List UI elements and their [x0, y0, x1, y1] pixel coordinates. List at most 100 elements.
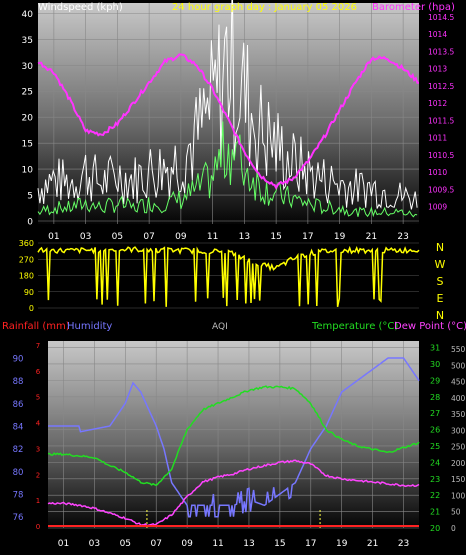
x-tick-label: 13	[243, 539, 254, 549]
direction-tick-label: 270	[19, 255, 34, 264]
compass-label: N	[436, 309, 444, 322]
temp-plot-background	[48, 341, 419, 528]
wind-plot-marks	[37, 0, 419, 218]
rain-tick-label: 4	[36, 420, 41, 428]
aqi-tick-label: 300	[451, 426, 466, 435]
dewpoint-series-line	[47, 459, 420, 527]
baro-tick-label: 1010.5	[428, 151, 454, 160]
x-tick-label: 17	[302, 232, 313, 242]
x-tick-label: 01	[58, 539, 69, 549]
x-tick-label: 07	[143, 232, 154, 242]
temp-tick-label: 27	[430, 409, 440, 418]
x-tick-label: 23	[397, 232, 408, 242]
rain-tick-label: 3	[36, 445, 40, 453]
legend-aqi: AQI	[212, 322, 228, 332]
x-tick-label: 15	[270, 232, 281, 242]
aqi-tick-label: 500	[451, 361, 466, 370]
direction-series-line	[37, 245, 420, 307]
baro-tick-label: 1011.5	[428, 116, 454, 125]
wind-tick-label: 30	[22, 62, 34, 72]
baro-tick-label: 1014	[428, 30, 447, 39]
x-tick-label: 03	[89, 539, 100, 549]
temp-tick-label: 29	[430, 376, 440, 385]
graph-title: 24 hour graph day : January 05 2026	[172, 2, 357, 13]
aqi-tick-label: 50	[451, 508, 461, 517]
temp-tick-label: 26	[430, 426, 440, 435]
temp-tick-label: 21	[430, 508, 440, 517]
humidity-series-line	[48, 357, 420, 518]
aqi-tick-label: 0	[451, 524, 456, 533]
x-tick-label: 11	[207, 232, 218, 242]
aqi-tick-label: 400	[451, 394, 466, 403]
baro-tick-label: 1009.5	[428, 185, 454, 194]
humidity-tick-label: 90	[13, 355, 24, 365]
x-tick-label: 07	[150, 539, 161, 549]
direction-plot-marks	[37, 245, 420, 307]
baro-tick-label: 1012.5	[428, 82, 454, 91]
temperature-series-line	[47, 385, 420, 487]
baro-tick-label: 1009	[428, 203, 447, 212]
temp-tick-label: 20	[430, 524, 440, 533]
direction-tick-label: 180	[19, 272, 34, 281]
rain-tick-label: 1	[36, 497, 40, 505]
legend-humidity: Humidity	[67, 321, 112, 332]
x-tick-label: 13	[239, 232, 250, 242]
temp-plot-ticks: 7678808284868890012345672021222324252627…	[13, 342, 466, 549]
x-tick-label: 05	[112, 232, 123, 242]
compass-label: N	[436, 241, 444, 254]
direction-tick-label: 360	[19, 239, 34, 248]
temp-tick-label: 22	[430, 491, 440, 500]
baro-tick-label: 1010	[428, 168, 447, 177]
aqi-tick-label: 200	[451, 459, 466, 468]
wind-plot-ticks: 051015202530354010091009.510101010.51011…	[22, 10, 455, 242]
rain-tick-label: 2	[36, 471, 40, 479]
humidity-tick-label: 88	[13, 377, 24, 387]
temp-tick-label: 25	[430, 442, 440, 451]
wind-tick-label: 0	[27, 218, 33, 228]
humidity-tick-label: 78	[13, 491, 24, 501]
direction-tick-label: 0	[29, 304, 34, 313]
x-tick-label: 09	[181, 539, 193, 549]
wind-tick-label: 20	[22, 114, 34, 124]
wind-tick-label: 25	[22, 88, 33, 98]
humidity-tick-label: 80	[13, 468, 24, 478]
rain-tick-label: 7	[36, 342, 40, 350]
temp-tick-label: 23	[430, 475, 440, 484]
x-tick-label: 15	[274, 539, 285, 549]
baro-tick-label: 1014.5	[428, 13, 454, 22]
x-tick-label: 19	[336, 539, 348, 549]
aqi-tick-label: 350	[451, 410, 466, 419]
wind-tick-label: 15	[22, 140, 33, 150]
avg-series-line	[37, 121, 418, 218]
x-tick-label: 11	[212, 539, 223, 549]
aqi-tick-label: 550	[451, 345, 466, 354]
temp-tick-label: 31	[430, 344, 440, 353]
x-tick-label: 01	[48, 232, 59, 242]
baro-tick-label: 1011	[428, 134, 447, 143]
barometer-label: Barometer (hpa)	[372, 2, 455, 13]
compass-label: S	[437, 275, 444, 288]
barometer-series-line	[37, 53, 419, 190]
aqi-tick-label: 450	[451, 378, 466, 387]
x-tick-label: 21	[366, 232, 377, 242]
wind-tick-label: 40	[22, 10, 34, 20]
baro-tick-label: 1012	[428, 99, 447, 108]
compass-label: W	[435, 258, 446, 271]
rain-tick-label: 6	[36, 368, 41, 376]
x-tick-label: 17	[305, 539, 316, 549]
humidity-tick-label: 82	[13, 445, 24, 455]
x-tick-label: 03	[80, 232, 91, 242]
humidity-tick-label: 76	[13, 513, 24, 523]
windspeed-label: Windspeed (kph)	[38, 2, 123, 13]
temp-tick-label: 28	[430, 393, 440, 402]
temp-tick-label: 30	[430, 360, 440, 369]
x-tick-label: 21	[367, 539, 378, 549]
x-tick-label: 09	[175, 232, 187, 242]
gust-series-line	[37, 0, 418, 210]
x-tick-label: 23	[398, 539, 409, 549]
rain-tick-label: 5	[36, 394, 40, 402]
direction-tick-label: 90	[24, 288, 34, 297]
aqi-tick-label: 100	[451, 491, 466, 500]
